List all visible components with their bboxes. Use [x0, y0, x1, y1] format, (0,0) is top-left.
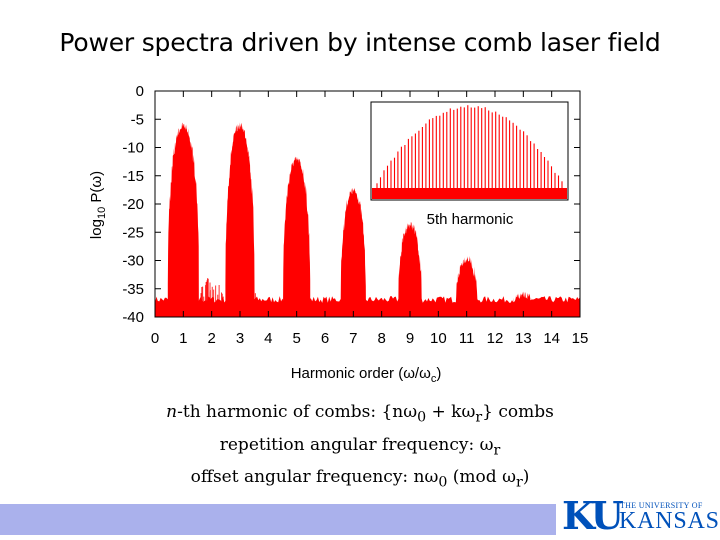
x-tick-label: 13: [515, 330, 532, 347]
y-tick-label: 0: [136, 83, 144, 100]
axes: 0 1 2 3 4 5 6 7 8 9 10 11 12 13 14 150-5-10-15-20-25-30…: [122, 83, 588, 347]
x-tick-label: 10: [430, 330, 447, 347]
y-tick-label: -35: [122, 281, 144, 298]
slide-title: Power spectra driven by intense comb las…: [59, 28, 661, 57]
plot-area: [155, 122, 580, 317]
footer-band: [0, 504, 556, 535]
x-tick-label: 2: [207, 330, 215, 347]
equation-repetition: repetition angular frequency: ωr: [219, 435, 501, 459]
x-tick-label: 6: [321, 330, 329, 347]
x-tick-label: 0: [151, 330, 159, 347]
harmonic-peak-1: [167, 122, 199, 317]
y-tick-label: -20: [122, 196, 144, 213]
y-tick-label: -10: [122, 140, 144, 157]
x-tick-label: 12: [487, 330, 504, 347]
harmonic-peak-7: [340, 187, 366, 317]
x-tick-label: 11: [459, 330, 475, 347]
x-tick-label: 14: [543, 330, 560, 347]
y-tick-label: -5: [131, 111, 144, 128]
ku-logo: KU THE UNIVERSITY OF KANSAS: [562, 493, 719, 538]
harmonic-peak-3: [225, 122, 255, 317]
y-axis-label: log10 P(ω): [88, 171, 108, 239]
inset-label: 5th harmonic: [427, 211, 514, 228]
inset-frame: [370, 101, 569, 201]
equation-combs: n-th harmonic of combs: {nω0 + kωr} comb…: [166, 402, 554, 426]
logo-name: KANSAS: [619, 508, 720, 534]
y-tick-label: -30: [122, 253, 144, 270]
logo-initials: KU: [562, 493, 624, 538]
x-tick-label: 3: [236, 330, 244, 347]
harmonic-peak-5: [283, 156, 311, 317]
harmonic-peak-13: [513, 291, 534, 317]
harmonic-peak-9: [398, 221, 422, 317]
spectrum-chart: 0 1 2 3 4 5 6 7 8 9 10 11 12 13 14 150-5-10-15-20-25-30…: [88, 83, 588, 385]
inset-plot: [370, 101, 569, 201]
x-tick-label: 5: [292, 330, 300, 347]
y-tick-label: -15: [122, 168, 144, 185]
x-tick-label: 1: [179, 330, 187, 347]
x-tick-label: 15: [572, 330, 589, 347]
harmonic-peak-11: [455, 256, 478, 317]
x-tick-label: 8: [377, 330, 385, 347]
inset-baseline: [372, 188, 567, 199]
logo-small-text: THE UNIVERSITY OF: [620, 501, 703, 510]
y-tick-label: -40: [122, 309, 144, 326]
x-tick-label: 9: [406, 330, 414, 347]
equation-offset: offset angular frequency: nω0 (mod ωr): [190, 467, 530, 491]
x-axis-label: Harmonic order (ω/ωc): [291, 365, 442, 385]
x-tick-label: 7: [349, 330, 357, 347]
y-tick-label: -25: [122, 224, 144, 241]
x-tick-label: 4: [264, 330, 272, 347]
